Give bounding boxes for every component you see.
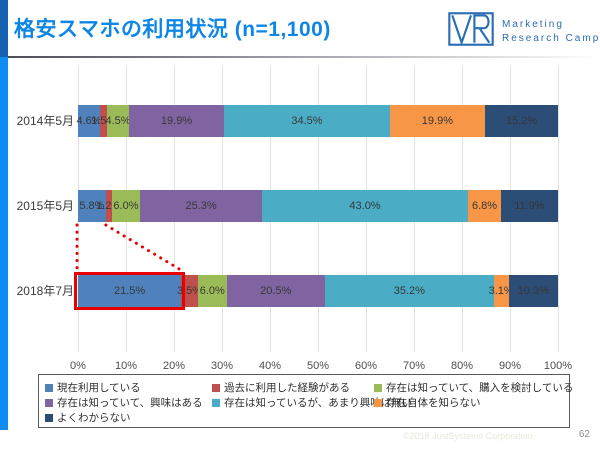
bar-segment[interactable]: 35.2% <box>324 275 494 307</box>
x-axis-tick: 100% <box>543 360 573 372</box>
segment-value-label: 20.5% <box>260 285 292 297</box>
bar-segment[interactable]: 43.0% <box>261 190 469 222</box>
x-axis-tick: 20% <box>162 360 186 372</box>
highlight-rectangle <box>74 272 186 310</box>
legend-item[interactable]: 過去に利用した経験がある <box>212 379 374 394</box>
legend-label: 存在自体を知らない <box>386 397 481 409</box>
bar-segment[interactable]: 10.3% <box>508 275 558 307</box>
segment-value-label: 6.8% <box>471 200 498 212</box>
segment-value-label: 10.3% <box>517 285 549 297</box>
x-axis-tick: 40% <box>258 360 282 372</box>
bar-segment[interactable]: 6.0% <box>197 275 227 307</box>
segment-value-label: 19.9% <box>160 115 193 127</box>
legend-box: 現在利用している 過去に利用した経験がある 存在は知っていて、購入を検討している 存在… <box>38 374 573 428</box>
page-title: 格安スマホの利用状況 (n=1,100) <box>14 18 331 41</box>
segment-value-label: 25.3% <box>185 200 217 212</box>
x-axis-tick: 10% <box>114 360 138 372</box>
legend-label: 現在利用している <box>57 382 141 394</box>
legend-marker-icon <box>45 413 53 422</box>
callout-dotted-line <box>104 223 181 271</box>
legend-label: 存在は知っていて、購入を検討している <box>386 382 574 394</box>
segment-value-label: 4.6% <box>76 115 102 127</box>
segment-value-label: 5.8% <box>79 200 105 212</box>
segment-value-label: 11.9% <box>514 200 545 212</box>
segment-value-label: 15.2% <box>505 115 538 127</box>
bar-segment[interactable]: 5.8% <box>78 190 106 222</box>
legend-item[interactable]: よくわからない <box>45 409 212 424</box>
x-axis-tick: 50% <box>306 360 330 372</box>
stacked-bar: 5.8% 1.2% 6.0% 25.3% 43.0% 6.8% 11.9% <box>78 190 558 222</box>
bar-segment[interactable]: 3.1% <box>489 275 514 307</box>
category-label: 2015年5月 <box>16 199 74 213</box>
segment-value-label: 34.5% <box>291 115 323 127</box>
bar-segment[interactable]: 4.5% <box>105 105 131 137</box>
x-axis-tick: 90% <box>498 360 522 372</box>
bar-segment[interactable]: 19.9% <box>389 105 486 137</box>
legend-item[interactable]: 存在は知っていて、購入を検討している <box>374 379 573 394</box>
bar-segment[interactable]: 19.9% <box>128 105 225 137</box>
x-axis-tick: 60% <box>354 360 378 372</box>
category-label: 2018年7月 <box>16 284 74 298</box>
segment-value-label: 35.2% <box>393 285 425 297</box>
x-axis-tick: 0% <box>70 360 86 372</box>
copyright: ©2018 JustSystems Corporation <box>403 431 533 441</box>
legend-marker-icon <box>212 398 220 407</box>
bar-segment[interactable]: 6.8% <box>468 190 501 222</box>
category-label: 2014年5月 <box>16 114 74 128</box>
legend-item[interactable]: 存在は知っているが、あまり興味は無い <box>212 394 412 409</box>
chart-area: 0% 10% 20% 30% 40% 50% 60% 70% 80% 90% 100% 2014年5… <box>0 60 600 372</box>
logo-brand-line1: Marketing <box>502 19 564 30</box>
legend-marker-icon <box>45 383 53 392</box>
bar-segment[interactable]: 6.0% <box>111 190 141 222</box>
segment-value-label: 3.1% <box>488 285 514 297</box>
bar-segment[interactable]: 15.2% <box>485 105 558 137</box>
legend-item[interactable]: 存在は知っていて、興味はある <box>45 394 212 409</box>
bar-segment[interactable]: 34.5% <box>224 105 390 137</box>
bar-segment[interactable]: 4.6% <box>76 105 102 137</box>
bar-segment[interactable]: 21.5% <box>78 275 182 307</box>
legend-marker-icon <box>374 383 382 392</box>
legend-label: 存在は知っていて、興味はある <box>57 397 203 409</box>
x-axis-tick: 80% <box>450 360 474 372</box>
segment-value-label: 43.0% <box>349 200 381 212</box>
legend-marker-icon <box>374 398 382 407</box>
stacked-bar: 21.5% 3.5% 6.0% 20.5% 35.2% 3.1% 10.3% <box>78 275 558 307</box>
legend-label: 過去に利用した経験がある <box>224 382 350 394</box>
logo-brand-text: Marketing Research Camp <box>502 18 600 45</box>
segment-value-label: 21.5% <box>113 285 146 297</box>
logo-brand-line2: Research Camp <box>502 32 600 44</box>
segment-value-label: 19.9% <box>421 115 453 127</box>
left-edge-band-top <box>0 0 8 57</box>
legend-marker-icon <box>212 383 220 392</box>
stacked-bar: 4.6% 1.5% 4.5% 19.9% 34.5% 19.9% 15.2% <box>76 105 558 137</box>
segment-value-label: 6.0% <box>199 285 225 297</box>
legend-item[interactable]: 存在自体を知らない <box>374 394 573 409</box>
page-number: 62 <box>578 429 590 440</box>
vr-logo-icon <box>448 12 494 51</box>
bar-segment[interactable]: 25.3% <box>140 190 262 222</box>
segment-value-label: 6.0% <box>113 200 139 212</box>
legend-item[interactable]: 現在利用している <box>45 379 212 394</box>
gridline <box>558 66 559 352</box>
legend-label: 存在は知っているが、あまり興味は無い <box>224 397 413 409</box>
title-divider <box>8 56 600 58</box>
x-axis-tick: 30% <box>210 360 234 372</box>
logo: Marketing Research Camp <box>448 12 600 51</box>
segment-value-label: 4.5% <box>105 115 131 127</box>
legend-marker-icon <box>45 398 53 407</box>
x-axis-tick: 70% <box>402 360 426 372</box>
legend-label: よくわからない <box>57 412 131 424</box>
left-edge-band-bottom <box>0 57 8 430</box>
bar-segment[interactable]: 11.9% <box>500 190 558 222</box>
bar-segment[interactable]: 20.5% <box>226 275 325 307</box>
